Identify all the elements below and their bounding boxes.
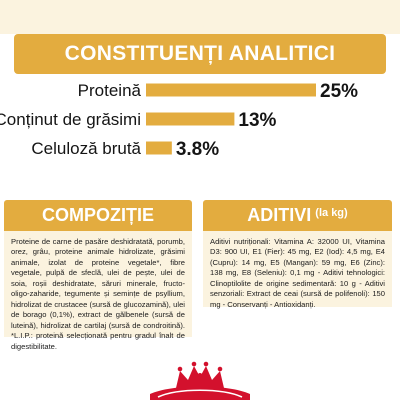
composition-header: COMPOZIȚIE xyxy=(4,200,192,231)
banner-title: CONSTITUENȚI ANALITICI xyxy=(64,42,336,65)
value-label: 3.8% xyxy=(176,139,219,160)
composition-panel: Proteine de carne de pasăre deshidratată… xyxy=(4,231,192,351)
category-label: Conținut de grăsimi xyxy=(0,110,141,129)
category-label: Proteină xyxy=(78,81,142,100)
value-label: 13% xyxy=(238,110,276,131)
additives-header: ADITIVI (la kg) xyxy=(203,200,392,231)
crown-icon xyxy=(150,361,250,400)
bar xyxy=(146,141,172,155)
analytical-constituents-chart: Proteină 25% Conținut de grăsimi 13% Celuloz… xyxy=(0,81,358,160)
value-label: 25% xyxy=(320,81,358,102)
analytical-constituents-banner: CONSTITUENȚI ANALITICI xyxy=(14,34,386,74)
additives-text: Aditivi nutriționali: Vitamina A: 32000 … xyxy=(210,237,385,309)
brand-logo xyxy=(150,355,250,400)
composition-title: COMPOZIȚIE xyxy=(42,205,154,225)
additives-unit: (la kg) xyxy=(315,206,348,219)
additives-title: ADITIVI xyxy=(247,205,312,225)
bar xyxy=(146,83,316,97)
bar xyxy=(146,112,235,126)
composition-text: Proteine de carne de pasăre deshidratată… xyxy=(11,237,185,351)
top-band xyxy=(0,0,400,34)
category-label: Celuloză brută xyxy=(31,139,141,158)
additives-panel: Aditivi nutriționali: Vitamina A: 32000 … xyxy=(203,231,392,309)
